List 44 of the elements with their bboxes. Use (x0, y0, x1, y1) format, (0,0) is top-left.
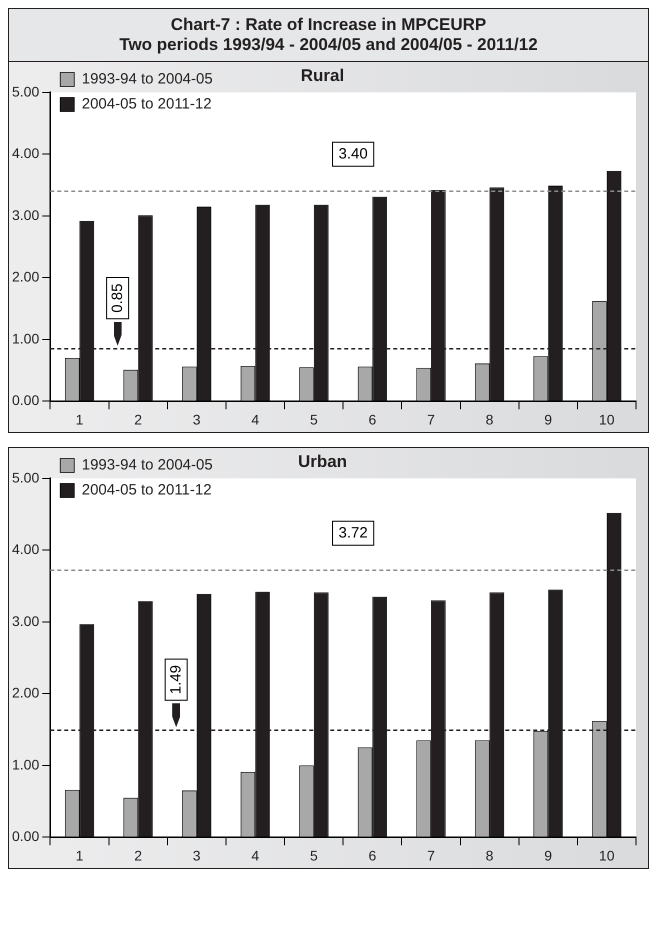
legend-label: 1993-94 to 2004-05 (82, 70, 213, 88)
legend-label: 1993-94 to 2004-05 (82, 456, 213, 474)
x-tick-label: 5 (310, 411, 318, 428)
chart-title: Rural (300, 66, 344, 85)
ref-line-label: 0.85 (108, 284, 126, 313)
x-tick-label: 4 (251, 847, 260, 864)
x-tick-label: 6 (368, 847, 377, 864)
legend-label: 2004-05 to 2011-12 (82, 96, 212, 113)
y-tick-label: 4.00 (12, 541, 40, 558)
x-tick-label: 5 (310, 847, 318, 864)
y-tick-label: 1.00 (12, 756, 40, 772)
x-tick-label: 6 (368, 411, 377, 428)
x-tick-label: 2 (134, 411, 142, 428)
x-tick-label: 1 (76, 411, 84, 428)
x-tick-label: 8 (486, 411, 494, 428)
y-tick-label: 3.00 (12, 206, 40, 223)
x-tick-label: 8 (486, 847, 494, 864)
x-tick-label: 9 (544, 411, 552, 428)
x-tick-label: 3 (192, 411, 201, 428)
y-tick-label: 2.00 (12, 268, 40, 285)
x-tick-label: 10 (598, 411, 615, 428)
y-tick-label: 1.00 (12, 330, 40, 346)
ref-line-label: 3.40 (338, 145, 368, 162)
x-tick-label: 9 (544, 847, 552, 864)
y-tick-label: 0.00 (12, 828, 40, 844)
chart-title: Urban (298, 452, 348, 471)
text: Chart-7 : Rate of Increase in MPCEURP (170, 15, 488, 35)
y-tick-label: 4.00 (12, 145, 40, 162)
x-tick-label: 7 (427, 411, 436, 428)
y-tick-label: 5.00 (12, 83, 40, 100)
legend-label: 2004-05 to 2011-12 (82, 482, 212, 499)
x-tick-label: 7 (427, 847, 436, 864)
x-tick-label: 2 (134, 847, 142, 864)
x-tick-label: 4 (251, 411, 260, 428)
ref-line-label: 1.49 (167, 665, 184, 694)
y-tick-label: 0.00 (12, 392, 40, 408)
ref-line-label: 3.72 (338, 524, 368, 542)
text: Two periods 1993/94 - 2004/05 and 2004/05 - 2011/12 (118, 35, 539, 55)
y-tick-label: 5.00 (12, 469, 40, 486)
x-tick-label: 10 (598, 847, 615, 864)
y-tick-label: 2.00 (12, 684, 40, 701)
x-tick-label: 1 (76, 847, 84, 864)
x-tick-label: 3 (192, 847, 201, 864)
y-tick-label: 3.00 (12, 612, 40, 629)
